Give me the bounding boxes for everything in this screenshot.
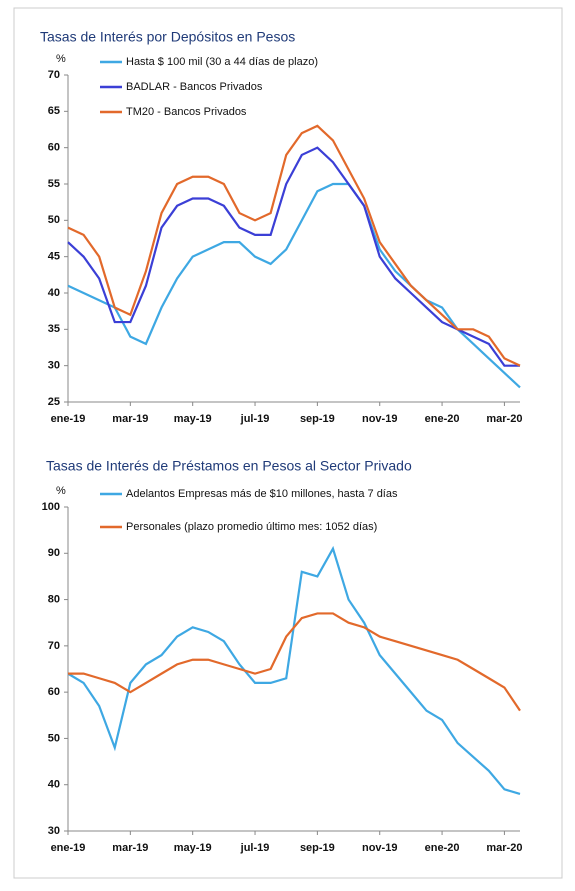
y-tick-label: 55 <box>48 178 60 190</box>
x-tick-label: may-19 <box>174 842 212 854</box>
x-tick-label: ene-20 <box>425 842 460 854</box>
y-tick-label: 65 <box>48 105 60 117</box>
series-line <box>67 146 520 367</box>
frame <box>13 7 563 879</box>
x-tick-label: mar-19 <box>112 842 148 854</box>
y-tick-label: 45 <box>48 251 60 263</box>
x-tick-label: jul-19 <box>240 842 270 854</box>
series-line <box>68 612 521 712</box>
y-tick-label: 30 <box>48 360 60 372</box>
chart-title: Tasas de Interés por Depósitos en Pesos <box>40 29 295 45</box>
x-tick-label: mar-19 <box>112 413 148 425</box>
y-tick-label: 90 <box>48 547 60 559</box>
y-tick-label: 100 <box>42 501 60 513</box>
y-tick-label: 25 <box>48 396 60 408</box>
x-tick-label: nov-19 <box>362 413 397 425</box>
x-tick-label: may-19 <box>174 413 212 425</box>
y-unit: % <box>56 485 66 497</box>
x-tick-label: nov-19 <box>362 842 397 854</box>
legend-label: BADLAR - Bancos Privados <box>126 81 263 93</box>
x-tick-label: sep-19 <box>300 842 335 854</box>
y-tick-label: 35 <box>48 323 60 335</box>
series-line <box>67 182 521 389</box>
series-line <box>67 124 521 367</box>
legend-label: Personales (plazo promedio último mes: 1… <box>126 521 377 533</box>
y-tick-label: 30 <box>48 825 60 837</box>
y-tick-label: 70 <box>48 640 60 652</box>
y-tick-label: 50 <box>48 214 60 226</box>
legend-label: Hasta $ 100 mil (30 a 44 días de plazo) <box>126 56 318 68</box>
legend-label: Adelantos Empresas más de $10 millones, … <box>126 488 398 500</box>
x-tick-label: ene-19 <box>51 413 86 425</box>
legend-label: TM20 - Bancos Privados <box>126 106 247 118</box>
x-tick-label: jul-19 <box>240 413 270 425</box>
y-tick-label: 40 <box>48 779 60 791</box>
x-tick-label: mar-20 <box>486 842 522 854</box>
x-tick-label: mar-20 <box>486 413 522 425</box>
y-tick-label: 80 <box>48 593 60 605</box>
y-tick-label: 50 <box>48 732 60 744</box>
x-tick-label: ene-19 <box>51 842 86 854</box>
y-unit: % <box>56 53 66 65</box>
chart-title: Tasas de Interés de Préstamos en Pesos a… <box>46 458 412 474</box>
series-line <box>67 545 521 796</box>
y-tick-label: 40 <box>48 287 60 299</box>
x-tick-label: sep-19 <box>300 413 335 425</box>
x-tick-label: ene-20 <box>425 413 460 425</box>
y-tick-label: 60 <box>48 686 60 698</box>
y-tick-label: 70 <box>48 69 60 81</box>
y-tick-label: 60 <box>48 142 60 154</box>
